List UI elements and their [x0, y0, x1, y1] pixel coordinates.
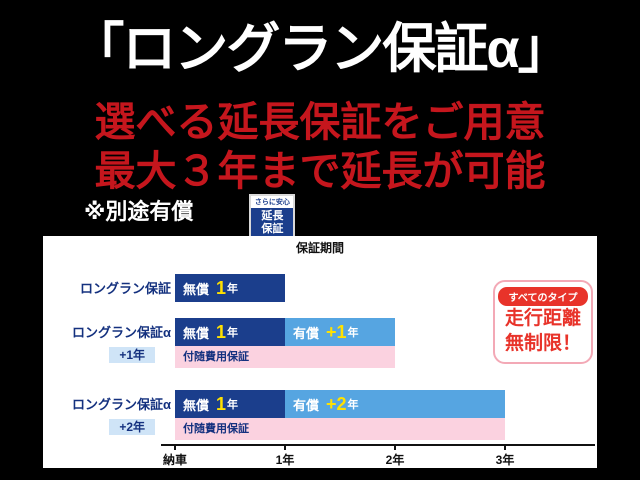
bar-text: 無償	[183, 325, 210, 341]
badge-line1: 走行距離	[504, 308, 581, 329]
row-label-3: ロングラン保証α +2年	[43, 397, 171, 435]
axis-label: 1年	[275, 453, 295, 467]
warranty-bar-paid: 有償 +1 年	[285, 318, 395, 346]
note-row: ※別途有償 さらに安心 延長 保証	[84, 194, 296, 241]
warranty-bar-free: 無償 1 年	[175, 274, 285, 302]
warranty-bar-free: 無償 1 年	[175, 390, 285, 418]
chart-title: 保証期間	[295, 241, 344, 255]
page-title: 「ロングラン保証α」	[70, 19, 571, 79]
bar-text: 無償	[183, 397, 210, 413]
warranty-chart-panel: 保証期間 ロングラン保証 無償 1 年ロングラン保証α +1年 無償 1 年有償 +1 年付随費用…	[43, 236, 597, 468]
incidental-cost-bar: 付随費用保証	[175, 346, 395, 368]
bar-text: 年	[347, 327, 359, 339]
bar-text: +2	[326, 393, 347, 414]
badge-header: すべてのタイプ	[498, 287, 588, 306]
row-label-text: ロングラン保証	[79, 281, 171, 296]
axis-tick	[504, 444, 506, 450]
row-label-text: ロングラン保証α	[72, 397, 171, 412]
bar-text: 無償	[183, 281, 210, 297]
warranty-bar-free: 無償 1 年	[175, 318, 285, 346]
subtitle-line1: 選べる延長保証をご用意	[94, 99, 546, 145]
row-label-2: ロングラン保証α +1年	[43, 325, 171, 363]
bar-text: 年	[227, 327, 239, 339]
stamp-line2: 保証	[251, 222, 294, 239]
row-label-text: ロングラン保証α	[72, 325, 171, 340]
bar-text: 年	[227, 283, 239, 295]
subtitle-line2: 最大３年まで延長が可能	[94, 148, 546, 194]
axis-label: 納車	[162, 453, 187, 467]
bar-text: 有償	[293, 397, 320, 413]
axis-label: 2年	[385, 453, 405, 467]
bar-text: +1	[326, 321, 347, 342]
bar-text: 有償	[293, 325, 320, 341]
warranty-bar-paid: 有償 +2 年	[285, 390, 505, 418]
paid-option-note: ※別途有償	[84, 199, 194, 224]
unlimited-mileage-badge: すべてのタイプ 走行距離 無制限！	[493, 280, 593, 364]
incidental-cost-bar: 付随費用保証	[175, 418, 505, 440]
row-extension-tag: +2年	[109, 418, 155, 435]
warranty-timeline-chart: ロングラン保証 無償 1 年ロングラン保証α +1年 無償 1 年有償 +1 年付随費用保証 ロング…	[43, 236, 597, 468]
axis-tick	[394, 444, 396, 450]
axis-tick	[174, 444, 176, 450]
row-extension-tag: +1年	[109, 346, 155, 363]
stamp-top-text: さらに安心	[251, 196, 294, 208]
row-label-1: ロングラン保証	[43, 281, 171, 297]
extended-warranty-stamp-icon: さらに安心 延長 保証	[249, 194, 296, 241]
bar-text: 1	[216, 321, 227, 342]
axis-tick	[284, 444, 286, 450]
x-axis	[161, 444, 595, 446]
stamp-line1: 延長	[251, 208, 294, 223]
bar-text: 年	[347, 399, 359, 411]
bar-text: 1	[216, 277, 227, 298]
bar-text: 1	[216, 393, 227, 414]
axis-label: 3年	[495, 453, 515, 467]
bar-text: 年	[227, 399, 239, 411]
badge-line2: 無制限！	[504, 332, 581, 354]
